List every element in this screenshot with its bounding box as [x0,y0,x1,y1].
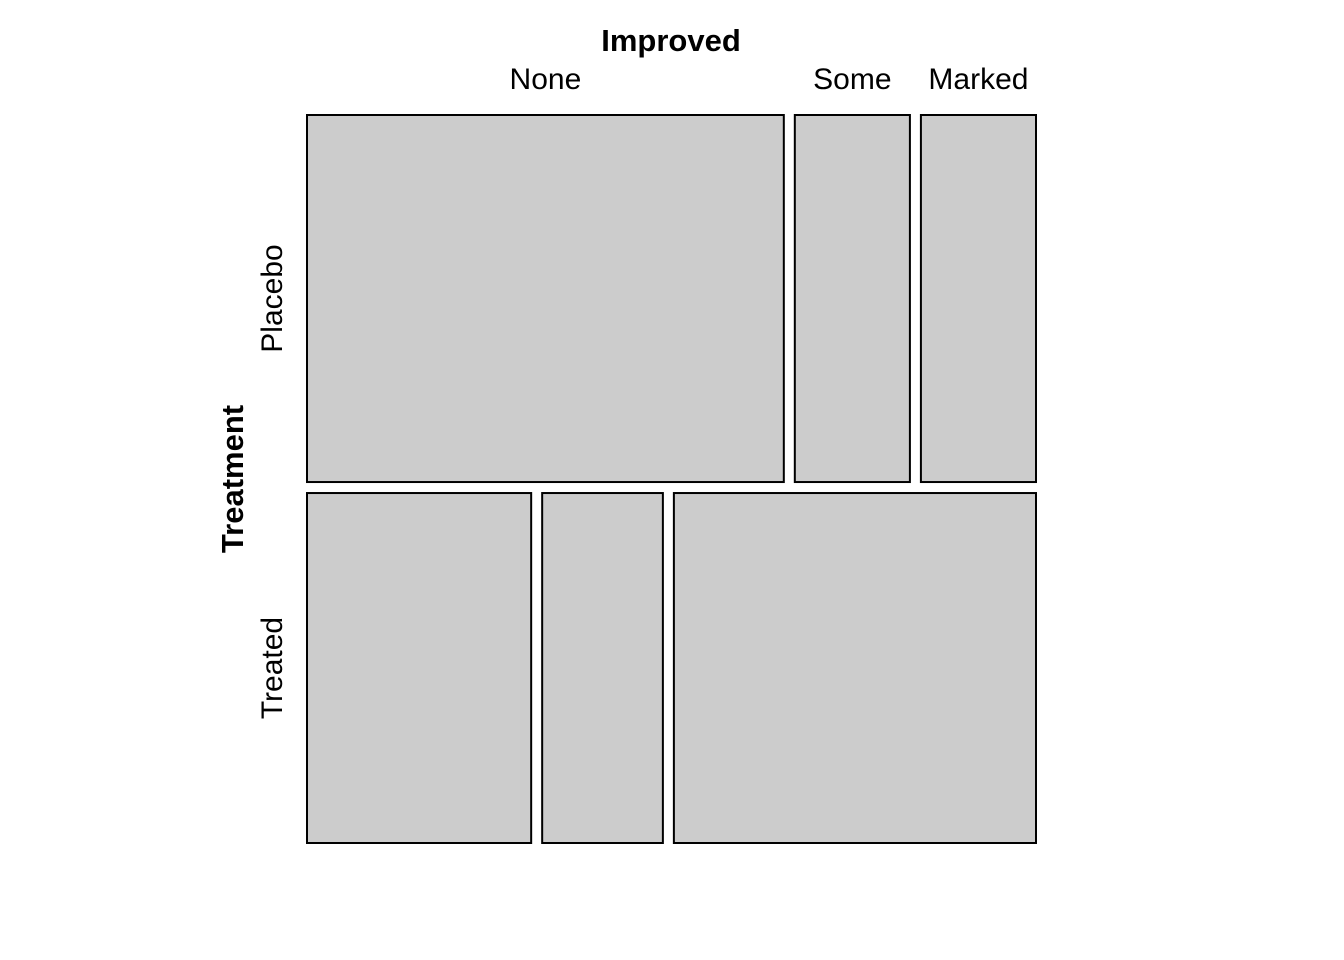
y-tick-label-treated: Treated [256,617,289,719]
x-axis-title: Improved [601,23,741,58]
y-tick-label-placebo: Placebo [256,244,289,352]
mosaic-cell-placebo-marked [919,114,1038,484]
mosaic-cell-placebo-none [306,114,785,484]
y-axis-title: Treatment [215,405,250,553]
x-tick-label-some: Some [813,63,891,96]
x-tick-label-none: None [510,63,582,96]
mosaic-cell-placebo-some [793,114,911,484]
x-tick-labels: None Some Marked [510,63,1029,96]
mosaic-cell-treated-some [541,492,664,844]
mosaic-cell-treated-none [306,492,533,844]
mosaic-cell-treated-marked [672,492,1037,844]
mosaic-cells [306,114,1038,844]
y-tick-labels: Placebo Treated [256,244,289,719]
x-tick-label-marked: Marked [928,63,1028,96]
